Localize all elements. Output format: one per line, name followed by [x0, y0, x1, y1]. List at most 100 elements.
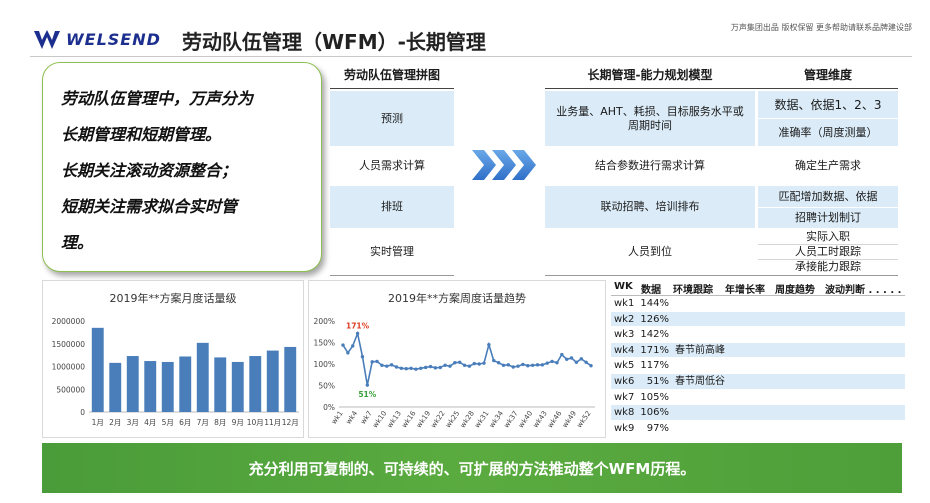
intro-line: 长期关注滚动资源整合；	[61, 161, 238, 180]
y-tick-label: 500000	[56, 385, 85, 394]
data-point	[496, 361, 501, 365]
x-tick-label: 7月	[197, 418, 209, 427]
row-divider	[758, 259, 898, 260]
model-cell-realtime: 人员到位	[628, 245, 672, 258]
copyright-note: 万声集团出品 版权保留 更多帮助请联系品牌建设部	[730, 23, 912, 32]
bar	[126, 356, 139, 412]
y-tick-label: 2000000	[52, 317, 86, 326]
footer-banner: 充分利用可复制的、可持续的、可扩展的方法推动整个WFM历程。	[42, 443, 902, 493]
bar	[161, 361, 174, 412]
data-point	[472, 361, 476, 366]
data-point	[458, 360, 462, 364]
row-note	[671, 296, 751, 311]
data-point	[375, 359, 379, 364]
data-point	[560, 352, 564, 357]
x-tick-label: wk28	[459, 410, 476, 430]
data-point	[589, 364, 593, 368]
header-volatility: 波动判断 . . . . . .	[825, 285, 905, 295]
row-note	[671, 312, 751, 327]
model-cell-demand: 结合参数进行需求计算	[595, 159, 705, 172]
intro-line: 理。	[61, 233, 94, 252]
row-divider	[545, 275, 898, 276]
bar	[214, 357, 227, 412]
data-point	[492, 358, 496, 363]
table-row: wk5 117%	[611, 358, 905, 374]
data-label: 171%	[346, 321, 370, 330]
puzzle-cell-forecast: 预测	[330, 91, 454, 146]
row-value: 126%	[640, 313, 669, 325]
intro-line: 长期管理和短期管理。	[61, 125, 222, 144]
row-note: 春节周低谷	[675, 375, 725, 387]
data-point	[526, 364, 530, 368]
data-point	[574, 360, 579, 364]
x-tick-label: wk19	[415, 410, 432, 430]
intro-box: 劳动队伍管理中，万声分为 长期管理和短期管理。 长期关注滚动资源整合； 短期关注…	[42, 62, 322, 272]
data-point	[511, 365, 515, 369]
data-point	[428, 364, 433, 369]
data-point	[530, 363, 535, 367]
data-point	[555, 361, 559, 365]
row-week: wk5	[614, 360, 635, 372]
data-label: 51%	[358, 390, 376, 399]
x-tick-label: wk31	[473, 410, 490, 430]
x-tick-label: wk22	[429, 410, 446, 430]
data-point	[482, 361, 486, 365]
row-value: 97%	[646, 422, 669, 434]
data-point	[467, 364, 472, 368]
y-tick-label: 100%	[314, 360, 335, 369]
data-point	[453, 361, 457, 365]
data-point	[351, 344, 355, 348]
weekly-chart-panel: 2019年**方案周度话量趋势 0% 50% 100% 150% 200% wk1 wk4 w…	[308, 280, 606, 438]
x-tick-label: wk34	[488, 409, 506, 429]
row-value: 105%	[640, 391, 669, 403]
data-point	[443, 363, 447, 367]
header-underline	[545, 88, 898, 89]
data-point	[462, 363, 467, 367]
welsend-logo-icon	[34, 30, 60, 49]
row-note	[671, 405, 751, 420]
model-cell-scheduling: 联动招聘、培训排布	[545, 186, 755, 228]
row-week: wk6	[614, 375, 635, 387]
header-env: 环境跟踪	[673, 285, 713, 296]
x-tick-label: 1月	[92, 418, 104, 427]
monthly-chart-panel: 2019年**方案月度话量级 0 500000 1000000 1500000 2000…	[42, 280, 304, 438]
data-point	[535, 363, 540, 367]
row-value: 117%	[640, 360, 669, 372]
bar	[231, 361, 244, 412]
page-title: 劳动队伍管理（WFM）-长期管理	[182, 30, 486, 54]
weekly-table: WK 数据 环境跟踪 年增长率 周度趋势 波动判断 . . . . . . wk…	[611, 281, 905, 437]
row-week: wk1	[614, 298, 635, 309]
table-row: wk1 144%	[611, 296, 905, 312]
row-divider	[330, 275, 454, 276]
y-tick-label: 150%	[314, 339, 335, 348]
data-point	[477, 362, 481, 366]
dimension-cell: 实际入职	[806, 230, 850, 243]
x-tick-label: 12月	[282, 418, 299, 427]
monthly-bar-chart: 0 500000 1000000 1500000 2000000 1月 2月 3月 4月 5月 6月…	[52, 317, 299, 427]
row-value: 142%	[640, 329, 669, 341]
table-row: wk3 142%	[611, 327, 905, 343]
table-row: wk4 171% 春节前高峰	[611, 342, 905, 359]
header-value: 数据	[641, 285, 661, 296]
row-note: 春节前高峰	[675, 344, 725, 356]
x-tick-label: wk25	[444, 410, 461, 430]
y-tick-label: 1000000	[52, 363, 86, 372]
data-point	[569, 356, 574, 360]
weekly-line-chart: 0%50%100%150%200%wk1 wk4 wk7wk10wk13wk16wk…	[314, 317, 595, 430]
data-point	[516, 364, 520, 368]
bar	[249, 356, 262, 412]
x-tick-label: 3月	[127, 418, 139, 427]
data-point	[370, 360, 374, 364]
bar	[179, 356, 192, 412]
dimension-header: 管理维度	[803, 68, 852, 82]
row-week: wk9	[614, 422, 635, 434]
data-point	[584, 360, 588, 364]
data-point	[550, 359, 554, 364]
row-week: wk3	[614, 329, 635, 341]
x-tick-label: wk40	[517, 410, 534, 430]
puzzle-cell-realtime: 实时管理	[370, 245, 414, 258]
header-underline	[330, 88, 454, 89]
dimension-cell: 确定生产需求	[795, 159, 861, 172]
bar	[196, 342, 209, 412]
x-tick-label: wk16	[400, 409, 418, 429]
